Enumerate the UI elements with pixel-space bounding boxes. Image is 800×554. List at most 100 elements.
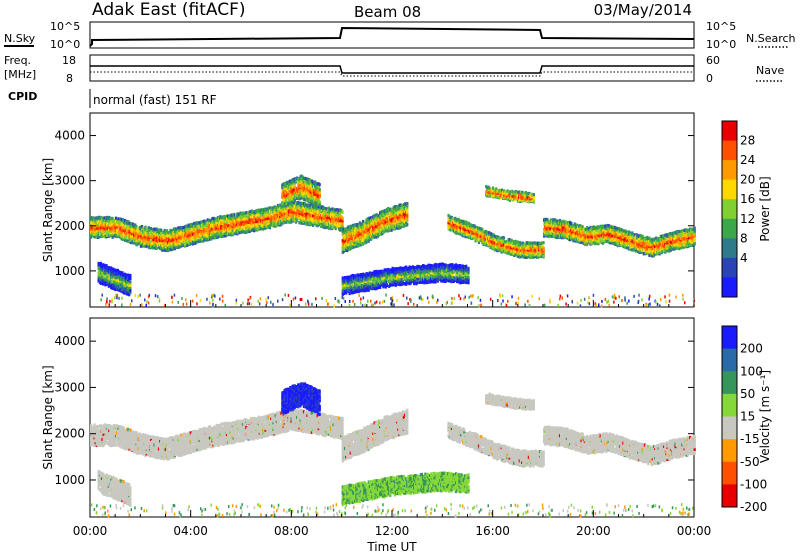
data-cell xyxy=(198,221,201,225)
data-cell xyxy=(590,231,593,235)
data-cell xyxy=(536,246,539,250)
data-cell xyxy=(549,218,552,222)
data-cell xyxy=(210,229,213,233)
data-cell xyxy=(491,239,494,243)
data-cell xyxy=(341,210,344,214)
data-cell xyxy=(536,249,539,253)
data-cell xyxy=(191,223,195,227)
data-cell xyxy=(153,240,156,244)
data-cell xyxy=(94,220,97,224)
data-cell xyxy=(572,237,575,241)
data-cell xyxy=(153,231,156,235)
data-cell xyxy=(119,217,122,221)
data-cell xyxy=(208,226,212,230)
data-cell xyxy=(347,247,350,251)
data-cell xyxy=(516,240,519,244)
data-cell xyxy=(272,210,275,214)
data-cell xyxy=(534,250,537,254)
data-cell xyxy=(590,237,593,241)
data-cell xyxy=(522,245,525,249)
data-cell xyxy=(603,233,606,237)
data-cell xyxy=(210,237,213,241)
data-cell xyxy=(564,220,567,224)
data-cell xyxy=(399,226,402,230)
data-cell xyxy=(540,252,543,256)
data-cell xyxy=(310,205,313,209)
data-cell xyxy=(607,236,610,240)
data-cell xyxy=(406,223,409,227)
data-cell xyxy=(143,235,146,239)
data-cell xyxy=(562,223,565,227)
data-cell xyxy=(232,225,235,230)
data-cell xyxy=(198,223,201,227)
data-cell xyxy=(389,227,392,231)
data-cell xyxy=(596,229,599,233)
data-cell xyxy=(275,222,278,227)
data-cell xyxy=(406,208,409,212)
data-cell xyxy=(194,224,197,228)
data-cell xyxy=(517,252,520,256)
data-cell xyxy=(248,229,251,233)
data-cell xyxy=(172,230,175,234)
data-cell xyxy=(558,218,562,223)
data-cell xyxy=(382,219,385,223)
data-cell xyxy=(265,211,268,215)
data-cell xyxy=(599,227,602,231)
data-cell xyxy=(542,246,545,250)
data-cell xyxy=(554,223,557,227)
data-cell xyxy=(94,219,97,223)
data-cell xyxy=(151,238,154,242)
data-cell xyxy=(530,250,533,255)
data-cell xyxy=(570,221,573,226)
data-cell xyxy=(502,236,506,240)
data-cell xyxy=(265,218,268,222)
data-cell xyxy=(330,222,333,227)
data-cell xyxy=(232,228,235,232)
data-cell xyxy=(230,217,233,221)
data-cell xyxy=(368,226,371,230)
data-cell xyxy=(168,248,171,252)
data-cell xyxy=(650,252,653,257)
data-cell xyxy=(456,230,459,234)
data-cell xyxy=(221,233,224,237)
data-cell xyxy=(111,216,114,221)
data-cell xyxy=(389,217,392,221)
data-cell xyxy=(360,238,364,242)
data-cell xyxy=(136,227,139,231)
data-cell xyxy=(385,208,388,212)
data-cell xyxy=(249,210,252,214)
data-cell xyxy=(254,223,257,227)
data-cell xyxy=(254,227,257,231)
data-cell xyxy=(293,201,296,205)
data-cell xyxy=(614,226,617,230)
data-cell xyxy=(289,208,292,212)
data-cell xyxy=(466,232,469,237)
data-cell xyxy=(552,219,555,223)
data-cell xyxy=(310,218,313,222)
data-cell xyxy=(348,236,351,240)
data-cell xyxy=(245,211,248,215)
data-cell xyxy=(111,228,114,232)
data-cell xyxy=(304,202,307,206)
nsky-trace xyxy=(89,26,695,47)
data-cell xyxy=(324,214,327,219)
data-cell xyxy=(232,223,235,227)
data-cell xyxy=(501,249,504,253)
data-cell xyxy=(575,230,578,234)
data-cell xyxy=(474,233,477,237)
data-cell xyxy=(153,229,156,233)
data-cell xyxy=(608,226,611,230)
data-cell xyxy=(314,209,317,213)
data-cell xyxy=(477,235,481,239)
data-cell xyxy=(654,244,657,249)
data-cell xyxy=(206,228,209,232)
data-cell xyxy=(474,225,477,229)
data-cell xyxy=(194,235,197,239)
data-cell xyxy=(108,224,111,228)
data-cell xyxy=(135,225,138,229)
data-cell xyxy=(206,238,209,242)
data-cell xyxy=(126,231,129,235)
data-cell xyxy=(659,240,662,244)
data-cell xyxy=(629,239,632,243)
data-cell xyxy=(606,232,609,236)
